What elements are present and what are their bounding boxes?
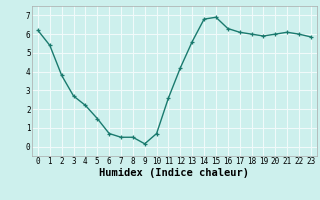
X-axis label: Humidex (Indice chaleur): Humidex (Indice chaleur) — [100, 168, 249, 178]
